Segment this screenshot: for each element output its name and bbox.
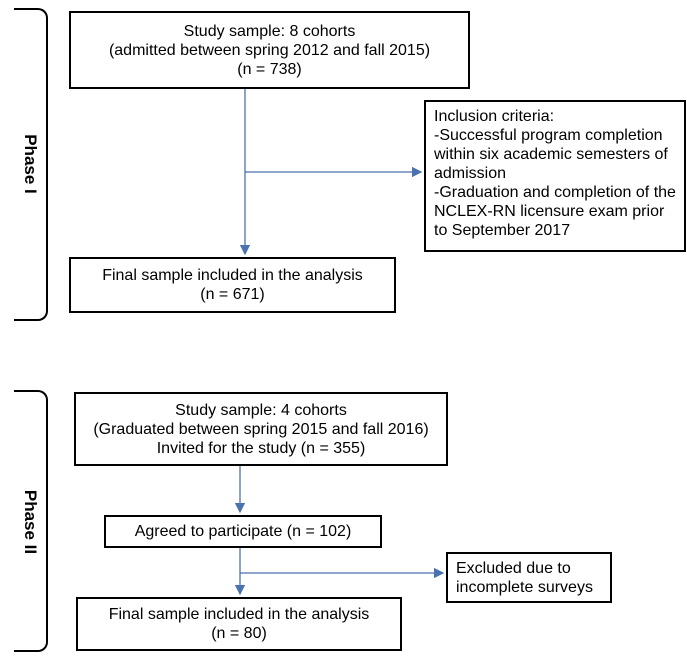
study-sample-box-p1: Study sample: 8 cohorts (admitted betwee… — [69, 11, 470, 89]
inclusion-criteria-box: Inclusion criteria: -Successful program … — [424, 100, 686, 252]
final-sample-line2-p2: (n = 80) — [211, 625, 267, 642]
final-sample-box-p2: Final sample included in the analysis (n… — [76, 597, 402, 651]
phase-2-label: Phase II — [21, 489, 40, 555]
study-sample-line1-p2: Study sample: 4 cohorts — [175, 401, 347, 419]
final-sample-box-p1: Final sample included in the analysis (n… — [69, 257, 396, 313]
excluded-line1: Excluded due to — [456, 560, 571, 577]
inclusion-line5: NCLEX-RN licensure exam prior — [434, 203, 665, 220]
final-sample-line2-p1: (n = 671) — [200, 286, 265, 303]
study-sample-line1-p1: Study sample: 8 cohorts — [183, 22, 356, 40]
inclusion-line1: -Successful program completion — [434, 127, 663, 144]
study-sample-line2-p1: (admitted between spring 2012 and fall 2… — [108, 41, 431, 59]
study-sample-line3-p2: Invited for the study (n = 355) — [156, 439, 366, 457]
study-sample-box-p2: Study sample: 4 cohorts (Graduated betwe… — [74, 392, 448, 466]
phase-2-bracket — [14, 390, 48, 652]
phase-1-bracket — [14, 8, 48, 321]
inclusion-line3: admission — [434, 165, 507, 182]
final-sample-line1-p1: Final sample included in the analysis — [102, 267, 363, 284]
inclusion-line4: -Graduation and completion of the — [434, 184, 676, 201]
phase-1-label: Phase I — [21, 134, 40, 194]
agreed-text: Agreed to participate (n = 102) — [134, 523, 352, 540]
study-sample-line3-p1: (n = 738) — [237, 60, 302, 78]
final-sample-line1-p2: Final sample included in the analysis — [108, 606, 370, 623]
inclusion-line2: within six academic semesters of — [434, 146, 668, 163]
excluded-box: Excluded due to incomplete surveys — [446, 552, 612, 603]
agreed-box: Agreed to participate (n = 102) — [104, 515, 382, 548]
inclusion-line6: to September 2017 — [434, 222, 571, 239]
study-sample-line2-p2: (Graduated between spring 2015 and fall … — [93, 420, 429, 438]
inclusion-title: Inclusion criteria: — [434, 108, 555, 125]
excluded-line2: incomplete surveys — [456, 579, 593, 596]
